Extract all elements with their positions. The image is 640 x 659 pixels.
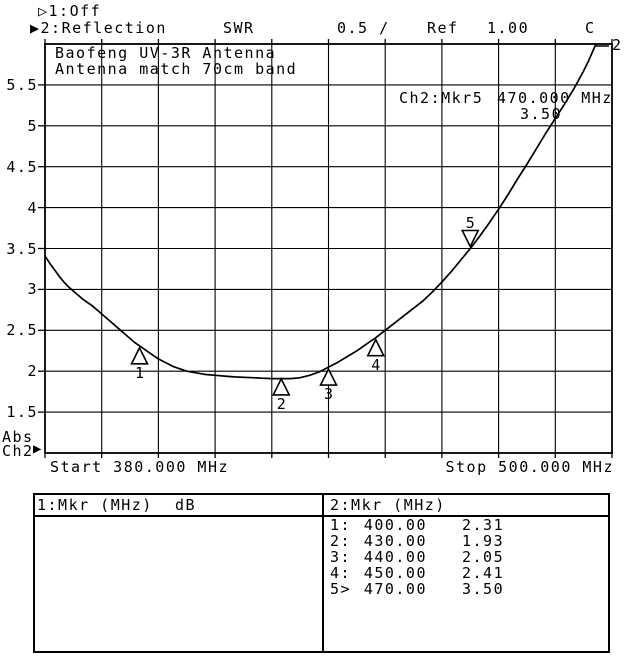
marker-triangle-3: [319, 367, 338, 386]
marker-table-row: 5> 470.00 3.50: [35, 581, 608, 597]
marker-triangle-5: [460, 229, 480, 249]
marker-table-row: 4: 450.00 2.41: [35, 565, 608, 581]
marker-row-number: 2:: [330, 532, 352, 550]
marker-row-frequency: 430.00: [363, 532, 427, 550]
marker-row-frequency: 440.00: [363, 548, 427, 566]
chart-title-line2: Antenna match 70cm band: [55, 60, 298, 78]
swr-trace: [44, 43, 597, 380]
marker-row-number: 3:: [330, 548, 352, 566]
correction-indicator: C: [585, 19, 596, 37]
trace1-status: ▷1:Off: [38, 3, 101, 19]
marker-number-3: 3: [323, 385, 334, 404]
marker-table-row: 1: 400.00 2.31: [35, 517, 608, 533]
marker-triangle-1: [130, 346, 149, 365]
scale-per-div: 0.5 /: [337, 19, 390, 37]
format-label: SWR: [223, 19, 255, 37]
marker-row-value: 2.41: [462, 564, 505, 582]
marker-table: 1:Mkr (MHz) dB 2:Mkr (MHz) 1: 400.00 2.31 2…: [33, 493, 610, 653]
marker-row-value: 2.05: [462, 548, 505, 566]
marker-number-5: 5: [465, 213, 475, 232]
trace1-label: 1:Off: [48, 2, 102, 20]
abs-mode-label: Abs: [2, 428, 34, 446]
y-axis-label: 3.5: [6, 239, 38, 258]
y-axis-label: 4: [27, 198, 38, 217]
marker-row-number: 1:: [330, 516, 352, 534]
marker-table-left-unit-header: dB: [175, 496, 197, 514]
marker-row-value: 2.31: [462, 516, 505, 534]
marker-row-frequency: 470.00: [363, 580, 427, 598]
marker-readout-frequency: 470.000 MHz: [497, 89, 613, 107]
marker-triangle-2: [271, 377, 291, 396]
y-axis-label: 5: [27, 116, 38, 135]
marker-row-frequency: 450.00: [363, 564, 427, 582]
marker-row-frequency: 400.00: [363, 516, 427, 534]
marker-number-2: 2: [276, 394, 286, 413]
y-axis-label: 1.5: [6, 403, 38, 422]
channel-indicator-icon: ▶: [33, 441, 43, 457]
marker-row-number: 5>: [330, 580, 352, 598]
trace2-indicator-icon: ▶: [30, 19, 41, 37]
y-axis-label: 5.5: [6, 75, 38, 94]
trace1-indicator-icon: ▷: [38, 2, 49, 20]
marker-table-divider: [322, 495, 324, 651]
trace2-label: 2:Reflection: [40, 19, 167, 37]
marker-number-4: 4: [371, 355, 381, 374]
trace2-status: ▶2:Reflection: [30, 20, 167, 36]
marker-row-value: 3.50: [462, 580, 505, 598]
marker-number-1: 1: [134, 363, 145, 382]
channel-label: Ch2: [2, 442, 34, 460]
y-axis-label: 4.5: [6, 157, 38, 176]
marker-table-header-rule: [35, 515, 608, 517]
marker-row-value: 1.93: [462, 532, 505, 550]
stop-frequency-label: Stop 500.000 MHz: [445, 458, 614, 476]
ref-label: Ref: [427, 19, 459, 37]
chart-title-line1: Baofeng UV-3R Antenna: [55, 44, 277, 62]
marker-table-right-header: 2:Mkr (MHz): [330, 496, 446, 514]
marker-row-number: 4:: [330, 564, 352, 582]
marker-table-row: 2: 430.00 1.93: [35, 533, 608, 549]
marker-readout-channel: Ch2:Mkr5: [399, 89, 484, 107]
marker-table-row: 3: 440.00 2.05: [35, 549, 608, 565]
start-frequency-label: Start 380.000 MHz: [50, 458, 230, 476]
marker-table-left-header: 1:Mkr (MHz): [37, 496, 153, 514]
ref-value: 1.00: [487, 19, 530, 37]
marker-readout-value: 3.50: [520, 105, 563, 123]
trace2-number: 2: [612, 36, 623, 54]
y-axis-label: 3: [27, 280, 38, 299]
y-axis-label: 2: [27, 362, 38, 381]
marker-triangle-4: [366, 337, 386, 357]
y-axis-label: 2.5: [6, 321, 38, 340]
